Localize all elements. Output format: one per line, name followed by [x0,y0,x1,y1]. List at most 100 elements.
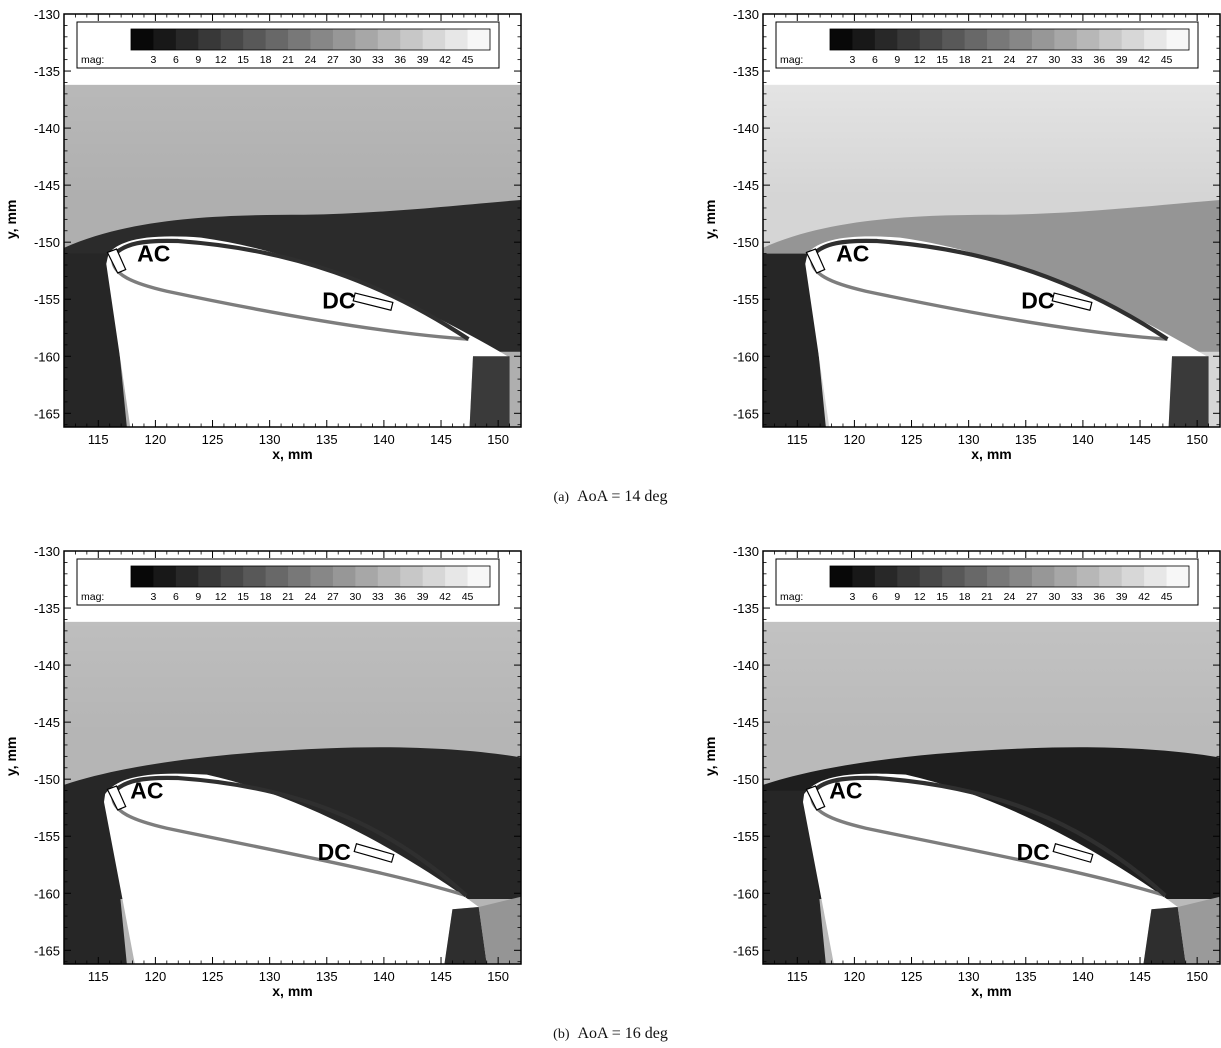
colorbar-tick-label: 12 [215,54,227,66]
colorbar-swatch [445,29,469,50]
ac-actuator [106,785,127,811]
velocity-field: AC DC [64,14,521,427]
colorbar-swatch [377,566,401,587]
dc-actuator [353,843,395,863]
colorbar-swatch [153,566,177,587]
colorbar-swatch [175,566,199,587]
colorbar-swatch [467,566,491,587]
dc-actuator [1051,292,1093,311]
colorbar-swatch [1009,29,1033,50]
y-tick-label: -160 [34,349,60,364]
airfoil-lower-surface [111,255,469,341]
colorbar-label: mag: [81,591,104,603]
colorbar-swatch [175,29,199,50]
colorbar-tick-label: 45 [462,591,474,603]
colorbar-swatch [310,566,334,587]
colorbar-swatch [355,29,379,50]
y-tick-label: -150 [34,772,60,787]
colorbar-swatch [830,29,853,50]
colorbar-tick-label: 21 [282,591,294,603]
colorbar-swatch [220,566,244,587]
colorbar-tick-label: 3 [850,591,856,603]
colorbar-frame [130,565,491,588]
colorbar-label: mag: [780,54,803,66]
colorbar-tick-label: 33 [372,54,384,66]
colorbar-tick-label: 18 [260,54,272,66]
colorbar-swatch [852,29,876,50]
x-tick-label: 130 [958,432,980,447]
x-tick-label: 130 [259,969,281,984]
colorbar-tick-label: 36 [394,591,406,603]
colorbar-tick-label: 45 [1161,54,1173,66]
x-tick-label: 125 [202,969,224,984]
annotation-ac: AC [130,778,163,804]
colorbar-tick-label: 6 [173,54,179,66]
y-tick-label: -145 [34,178,60,193]
y-tick-label: -130 [733,544,759,559]
colorbar-swatch [1076,566,1100,587]
colorbar-tick-label: 33 [1071,54,1083,66]
colorbar-tick-label: 42 [439,54,451,66]
colorbar-tick-label: 42 [1138,591,1150,603]
y-tick-label: -150 [733,235,759,250]
colorbar-tick-label: 12 [914,54,926,66]
colorbar-tick-label: 6 [872,54,878,66]
caption-b-text: AoA = 16 deg [577,1025,668,1042]
colorbar-tick-label: 3 [151,54,157,66]
colorbar-tick-label: 9 [894,591,900,603]
upper-haze [763,84,1220,197]
y-tick-label: -150 [34,235,60,250]
x-tick-label: 115 [88,969,109,984]
colorbar-tick-label: 39 [417,54,429,66]
colorbar-tick-label: 33 [1071,591,1083,603]
x-tick-label: 120 [145,432,167,447]
airfoil-upper-surface [111,238,470,341]
colorbar-swatch [332,29,356,50]
y-tick-label: -140 [34,658,60,673]
y-tick-label: -140 [733,121,759,136]
colorbar-tick-label: 36 [1093,591,1105,603]
colorbar-swatch [1076,29,1100,50]
x-tick-label: 135 [1015,432,1037,447]
x-axis-label: x, mm [971,446,1011,462]
ac-actuator [805,248,826,274]
colorbar-tick-label: 27 [327,54,339,66]
x-tick-label: 135 [1015,969,1037,984]
colorbar-swatch [919,29,943,50]
x-tick-label: 150 [1186,432,1208,447]
masked-region [802,773,1178,964]
colorbar-tick-label: 9 [195,591,201,603]
colorbar-tick-label: 15 [237,54,249,66]
airfoil-lower-surface [810,255,1168,341]
colorbar-swatch [942,29,966,50]
annotation-dc: DC [318,839,351,865]
colorbar-swatch [220,29,244,50]
y-tick-label: -130 [733,7,759,22]
x-tick-label: 125 [202,432,224,447]
upper-haze [763,621,1220,734]
y-tick-label: -135 [733,64,759,79]
y-tick-label: -165 [34,943,60,958]
colorbar-tick-label: 21 [981,591,993,603]
colorbar-swatch [422,566,446,587]
airfoil-upper-surface [810,238,1169,341]
x-axis-label: x, mm [272,446,312,462]
colorbar-swatch [377,29,401,50]
colorbar-swatch [987,29,1010,50]
colorbar-swatch [355,566,379,587]
y-tick-label: -155 [34,292,60,307]
colorbar-tick-label: 27 [327,591,339,603]
x-tick-label: 145 [430,969,452,984]
colorbar-tick-label: 27 [1026,54,1038,66]
velocity-field: AC DC [64,551,521,964]
x-tick-label: 150 [487,969,509,984]
colorbar-swatch [265,566,289,587]
x-tick-label: 125 [901,969,923,984]
colorbar-swatch [445,566,469,587]
colorbar-tick-label: 39 [1116,54,1128,66]
x-tick-label: 150 [487,432,509,447]
colorbar-tick-label: 45 [462,54,474,66]
x-tick-label: 115 [88,432,109,447]
y-tick-label: -155 [733,829,759,844]
